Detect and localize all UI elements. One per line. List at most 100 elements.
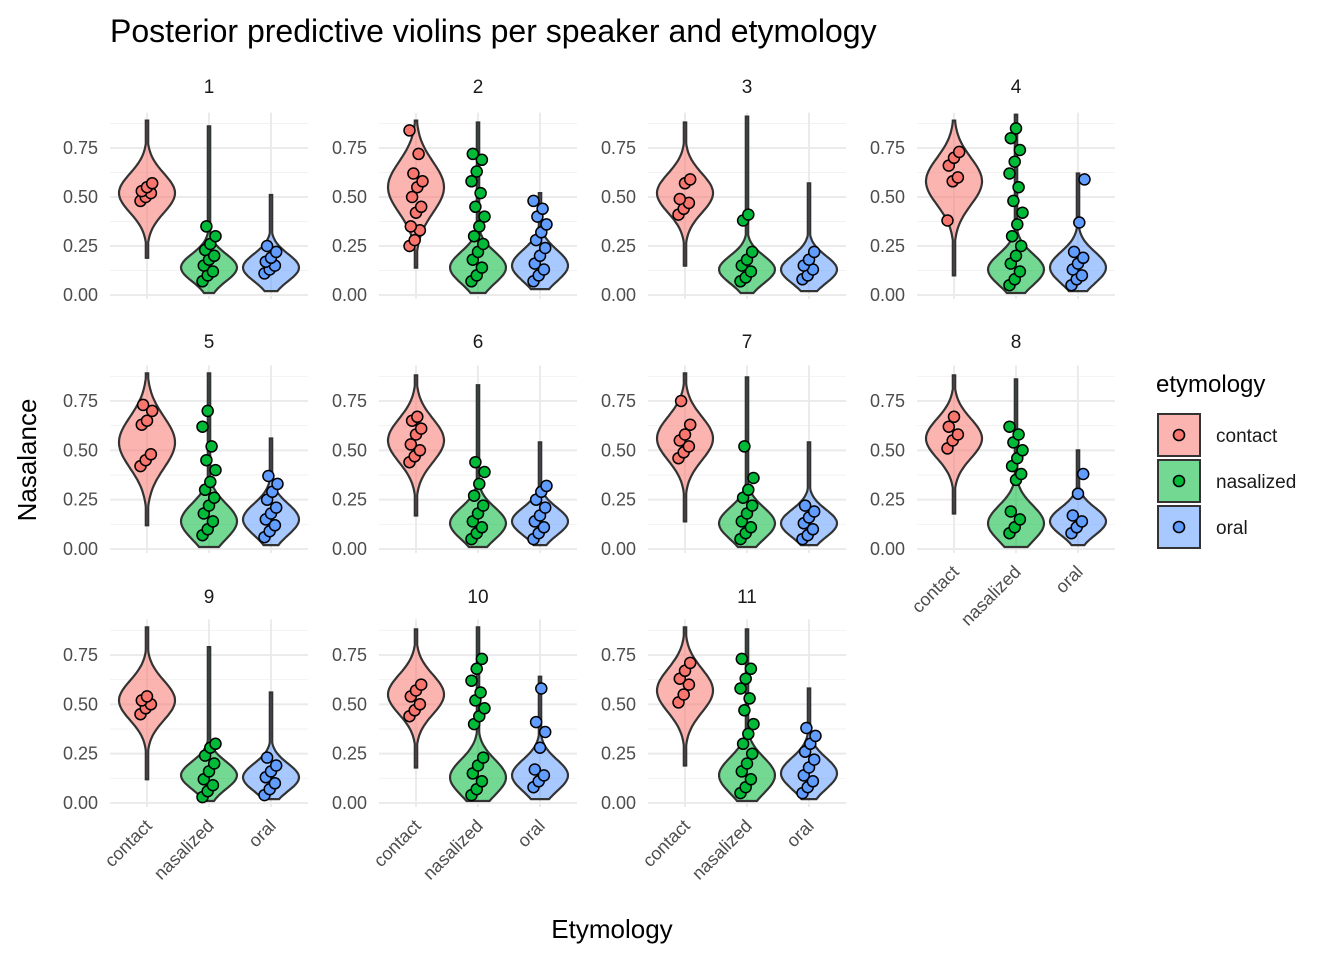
point-nasalized bbox=[209, 737, 222, 751]
point-oral bbox=[807, 753, 821, 766]
point-contact bbox=[407, 167, 420, 180]
legend-point-contact bbox=[1172, 428, 1186, 442]
point-nasalized bbox=[475, 153, 489, 167]
point-nasalized bbox=[207, 491, 221, 504]
point-oral bbox=[1078, 173, 1091, 186]
point-nasalized bbox=[473, 477, 486, 491]
point-nasalized bbox=[1007, 194, 1020, 208]
legend-label-nasalized: nasalized bbox=[1216, 472, 1296, 493]
point-oral bbox=[798, 499, 812, 512]
point-oral bbox=[540, 479, 553, 493]
violin-nasalized-speaker-3 bbox=[717, 115, 777, 295]
point-nasalized bbox=[478, 210, 491, 223]
point-nasalized bbox=[745, 747, 759, 760]
x-tick-label: oral bbox=[244, 816, 279, 851]
point-nasalized bbox=[1016, 206, 1029, 219]
point-nasalized bbox=[1014, 239, 1028, 253]
point-nasalized bbox=[1003, 420, 1016, 433]
x-tick-label: nasalized bbox=[688, 816, 756, 884]
y-tick-label: 0.50 bbox=[601, 694, 636, 714]
legend-entry-nasalized: nasalized bbox=[1157, 459, 1296, 503]
x-tick-label: contact bbox=[639, 816, 694, 871]
y-tick-label: 0.25 bbox=[601, 236, 636, 256]
y-tick-label: 0.25 bbox=[63, 490, 98, 510]
point-nasalized bbox=[469, 200, 482, 214]
point-nasalized bbox=[744, 521, 758, 534]
point-contact bbox=[947, 410, 961, 424]
point-nasalized bbox=[469, 455, 482, 469]
y-tick-label: 0.50 bbox=[63, 694, 98, 714]
point-contact bbox=[416, 175, 429, 188]
y-tick-label: 0.50 bbox=[601, 187, 636, 207]
point-oral bbox=[1073, 216, 1086, 229]
point-contact bbox=[144, 448, 158, 461]
y-tick-label: 0.75 bbox=[870, 138, 905, 158]
y-tick-label: 0.75 bbox=[870, 391, 905, 411]
point-nasalized bbox=[474, 686, 487, 699]
point-oral bbox=[528, 763, 542, 776]
point-oral bbox=[533, 741, 547, 754]
point-nasalized bbox=[1012, 180, 1025, 194]
point-contact bbox=[145, 404, 159, 418]
point-nasalized bbox=[465, 175, 478, 188]
point-contact bbox=[140, 414, 154, 427]
y-tick-label: 0.00 bbox=[601, 539, 636, 559]
point-contact bbox=[682, 678, 696, 691]
point-oral bbox=[806, 775, 820, 788]
point-nasalized bbox=[473, 220, 486, 233]
y-tick-label: 0.75 bbox=[332, 645, 367, 665]
violin-oral-speaker-10 bbox=[510, 675, 570, 801]
point-oral bbox=[268, 777, 282, 790]
point-oral bbox=[529, 715, 543, 729]
point-contact bbox=[951, 428, 965, 441]
point-nasalized bbox=[478, 465, 491, 479]
point-nasalized bbox=[467, 229, 481, 243]
point-nasalized bbox=[742, 483, 755, 497]
legend: etymology contact nasalized oral bbox=[1156, 371, 1296, 549]
violin-contact-speaker-4 bbox=[924, 119, 984, 277]
violin-oral-speaker-9 bbox=[241, 691, 301, 801]
point-nasalized bbox=[1013, 513, 1027, 526]
facet-panel-1: 1 0.00 0.25 0.50 0.75 bbox=[63, 77, 308, 305]
point-nasalized bbox=[200, 220, 213, 233]
point-oral bbox=[536, 202, 549, 216]
point-nasalized bbox=[1016, 444, 1029, 457]
chart-title: Posterior predictive violins per speaker… bbox=[110, 13, 877, 49]
point-contact bbox=[414, 422, 428, 435]
point-contact bbox=[140, 690, 154, 703]
point-nasalized bbox=[747, 471, 760, 485]
point-contact bbox=[414, 200, 428, 214]
point-nasalized bbox=[475, 775, 489, 788]
facet-panel-3: 3 0.00 0.25 0.50 0.75 bbox=[601, 77, 846, 305]
facet-panel-6: 6 0.00 0.25 0.50 0.75 bbox=[332, 332, 577, 559]
y-tick-label: 0.75 bbox=[332, 138, 367, 158]
y-tick-label: 0.25 bbox=[332, 744, 367, 764]
y-tick-label: 0.50 bbox=[601, 440, 636, 460]
x-axis-title: Etymology bbox=[551, 914, 672, 944]
point-nasalized bbox=[738, 440, 751, 453]
violin-contact-speaker-3 bbox=[655, 121, 715, 267]
facet-strip-label: 2 bbox=[473, 77, 484, 98]
point-nasalized bbox=[736, 737, 750, 751]
facet-strip-label: 11 bbox=[737, 587, 757, 608]
point-oral bbox=[538, 241, 552, 255]
point-nasalized bbox=[474, 186, 487, 200]
point-nasalized bbox=[742, 727, 755, 741]
point-contact bbox=[678, 428, 692, 441]
y-tick-label: 0.75 bbox=[63, 391, 98, 411]
y-tick-label: 0.75 bbox=[601, 138, 636, 158]
violin-oral-speaker-4 bbox=[1048, 172, 1108, 293]
point-contact bbox=[683, 173, 697, 186]
y-tick-label: 0.50 bbox=[63, 187, 98, 207]
facet-panel-2: 2 0.00 0.25 0.50 0.75 bbox=[332, 77, 577, 305]
point-nasalized bbox=[734, 682, 747, 695]
point-nasalized bbox=[209, 463, 222, 477]
y-tick-label: 0.50 bbox=[332, 694, 367, 714]
facet-panel-7: 7 0.00 0.25 0.50 0.75 bbox=[601, 332, 846, 559]
point-contact bbox=[951, 171, 965, 184]
point-contact bbox=[413, 698, 427, 711]
y-tick-label: 0.25 bbox=[332, 490, 367, 510]
y-tick-label: 0.75 bbox=[63, 645, 98, 665]
